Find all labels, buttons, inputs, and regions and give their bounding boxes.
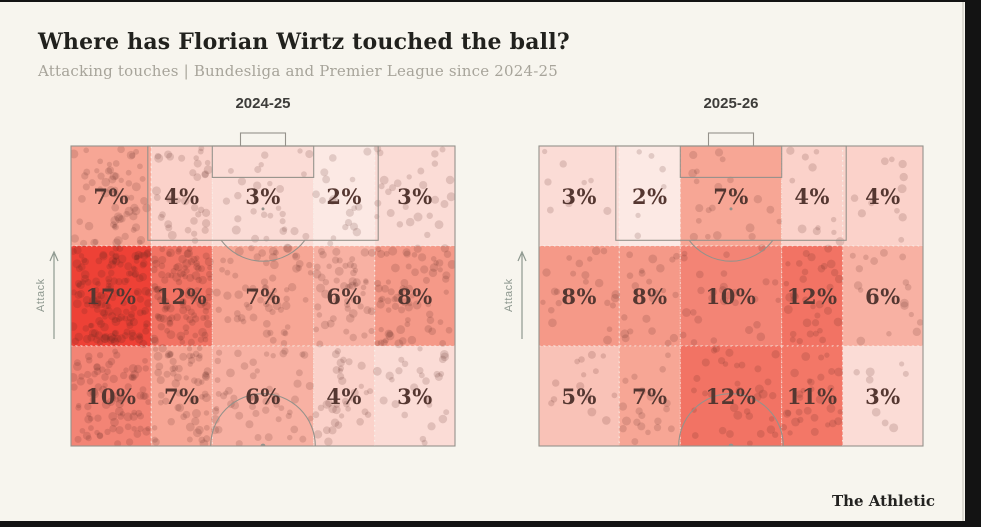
attack-arrow-icon xyxy=(49,250,59,339)
pitch-heatmap-2024-25: 7% 4% 3% 2% 3% 17% 12% 7% 6% 8% 10% 7% 6% 4% 3% xyxy=(70,132,456,447)
goal-area xyxy=(211,145,315,178)
zone-value-label: 8% xyxy=(561,284,597,309)
letterbox-top-bar xyxy=(0,0,981,2)
zone-cell xyxy=(618,345,681,447)
zone-cell xyxy=(313,145,376,247)
zone-cell xyxy=(150,245,213,347)
centre-circle xyxy=(678,393,784,447)
attack-direction-right: Attack xyxy=(503,247,533,343)
zone-cell xyxy=(211,345,315,447)
zone-labels: 3% 2% 7% 4% 4% 8% 8% 10% 12% 6% 5% 7% 12% 11% 3% xyxy=(561,184,900,409)
centre-circle xyxy=(210,393,316,447)
pitch-markings xyxy=(538,132,924,447)
zone-value-label: 10% xyxy=(706,284,757,309)
zone-cell xyxy=(781,345,844,447)
attack-label: Attack xyxy=(503,278,515,312)
zone-cells xyxy=(538,145,924,447)
zone-value-label: 8% xyxy=(397,284,433,309)
zone-value-label: 4% xyxy=(865,184,901,209)
season-label-2025-26: 2025-26 xyxy=(703,95,759,112)
pitch-markings xyxy=(70,132,456,447)
zone-value-label: 10% xyxy=(86,384,137,409)
zone-cells xyxy=(70,145,456,447)
pitch-2024-25: 7% 4% 3% 2% 3% 17% 12% 7% 6% 8% 10% 7% 6% 4% 3% xyxy=(70,132,456,447)
zone-value-label: 12% xyxy=(787,284,838,309)
zone-value-label: 12% xyxy=(156,284,207,309)
letterbox-bottom-bar xyxy=(0,521,981,527)
zone-value-label: 7% xyxy=(632,384,668,409)
zone-cell xyxy=(211,245,315,347)
season-label-2024-25: 2024-25 xyxy=(235,95,291,112)
right-edge-line xyxy=(962,0,964,527)
zone-labels: 7% 4% 3% 2% 3% 17% 12% 7% 6% 8% 10% 7% 6% 4% 3% xyxy=(86,184,433,409)
zone-value-label: 7% xyxy=(245,284,281,309)
attack-arrow-icon xyxy=(517,250,527,339)
zone-value-label: 6% xyxy=(865,284,901,309)
zone-value-label: 7% xyxy=(164,384,200,409)
penalty-spot xyxy=(729,207,733,211)
zone-value-label: 3% xyxy=(245,184,281,209)
pitch-2025-26: 3% 2% 7% 4% 4% 8% 8% 10% 12% 6% 5% 7% 12% 11% 3% xyxy=(538,132,924,447)
touch-dots xyxy=(71,146,455,446)
penalty-spot xyxy=(261,207,265,211)
touch-dots xyxy=(540,146,923,446)
goal-icon xyxy=(239,132,287,147)
zone-value-label: 2% xyxy=(326,184,362,209)
zone-value-label: 5% xyxy=(561,384,597,409)
centre-spot xyxy=(728,443,734,446)
zone-cell xyxy=(679,245,783,347)
zone-cell xyxy=(374,245,456,347)
zone-value-label: 6% xyxy=(245,384,281,409)
penalty-arc xyxy=(688,239,774,262)
zone-value-label: 4% xyxy=(164,184,200,209)
letterbox-right-bar xyxy=(965,0,981,527)
zone-value-label: 7% xyxy=(93,184,129,209)
zone-value-label: 3% xyxy=(865,384,901,409)
zone-cell xyxy=(70,245,152,347)
zone-cell xyxy=(538,145,620,247)
zone-cell xyxy=(150,345,213,447)
page-subtitle: Attacking touches | Bundesliga and Premi… xyxy=(38,62,559,80)
pitch-heatmap-2025-26: 3% 2% 7% 4% 4% 8% 8% 10% 12% 6% 5% 7% 12% 11% 3% xyxy=(538,132,924,447)
attack-label: Attack xyxy=(35,278,47,312)
attack-direction-left: Attack xyxy=(35,247,65,343)
zone-value-label: 4% xyxy=(794,184,830,209)
goal-area xyxy=(679,145,783,178)
zone-cell xyxy=(374,145,456,247)
zone-value-label: 3% xyxy=(561,184,597,209)
zone-value-label: 3% xyxy=(397,384,433,409)
zone-value-label: 4% xyxy=(326,384,362,409)
zone-cell xyxy=(538,245,620,347)
zone-cell xyxy=(538,345,620,447)
goal-icon xyxy=(707,132,755,147)
zone-value-label: 11% xyxy=(787,384,838,409)
zone-cell xyxy=(842,345,924,447)
zone-cell xyxy=(842,245,924,347)
zone-cell xyxy=(679,345,783,447)
zone-value-label: 17% xyxy=(86,284,137,309)
zone-value-label: 6% xyxy=(326,284,362,309)
publisher-credit: The Athletic xyxy=(831,492,935,510)
zone-value-label: 3% xyxy=(397,184,433,209)
centre-spot xyxy=(260,443,266,446)
zone-value-label: 12% xyxy=(706,384,757,409)
zone-value-label: 8% xyxy=(632,284,668,309)
zone-value-label: 7% xyxy=(713,184,749,209)
zone-value-label: 2% xyxy=(632,184,668,209)
penalty-arc xyxy=(220,239,306,262)
page-title: Where has Florian Wirtz touched the ball… xyxy=(38,29,570,55)
